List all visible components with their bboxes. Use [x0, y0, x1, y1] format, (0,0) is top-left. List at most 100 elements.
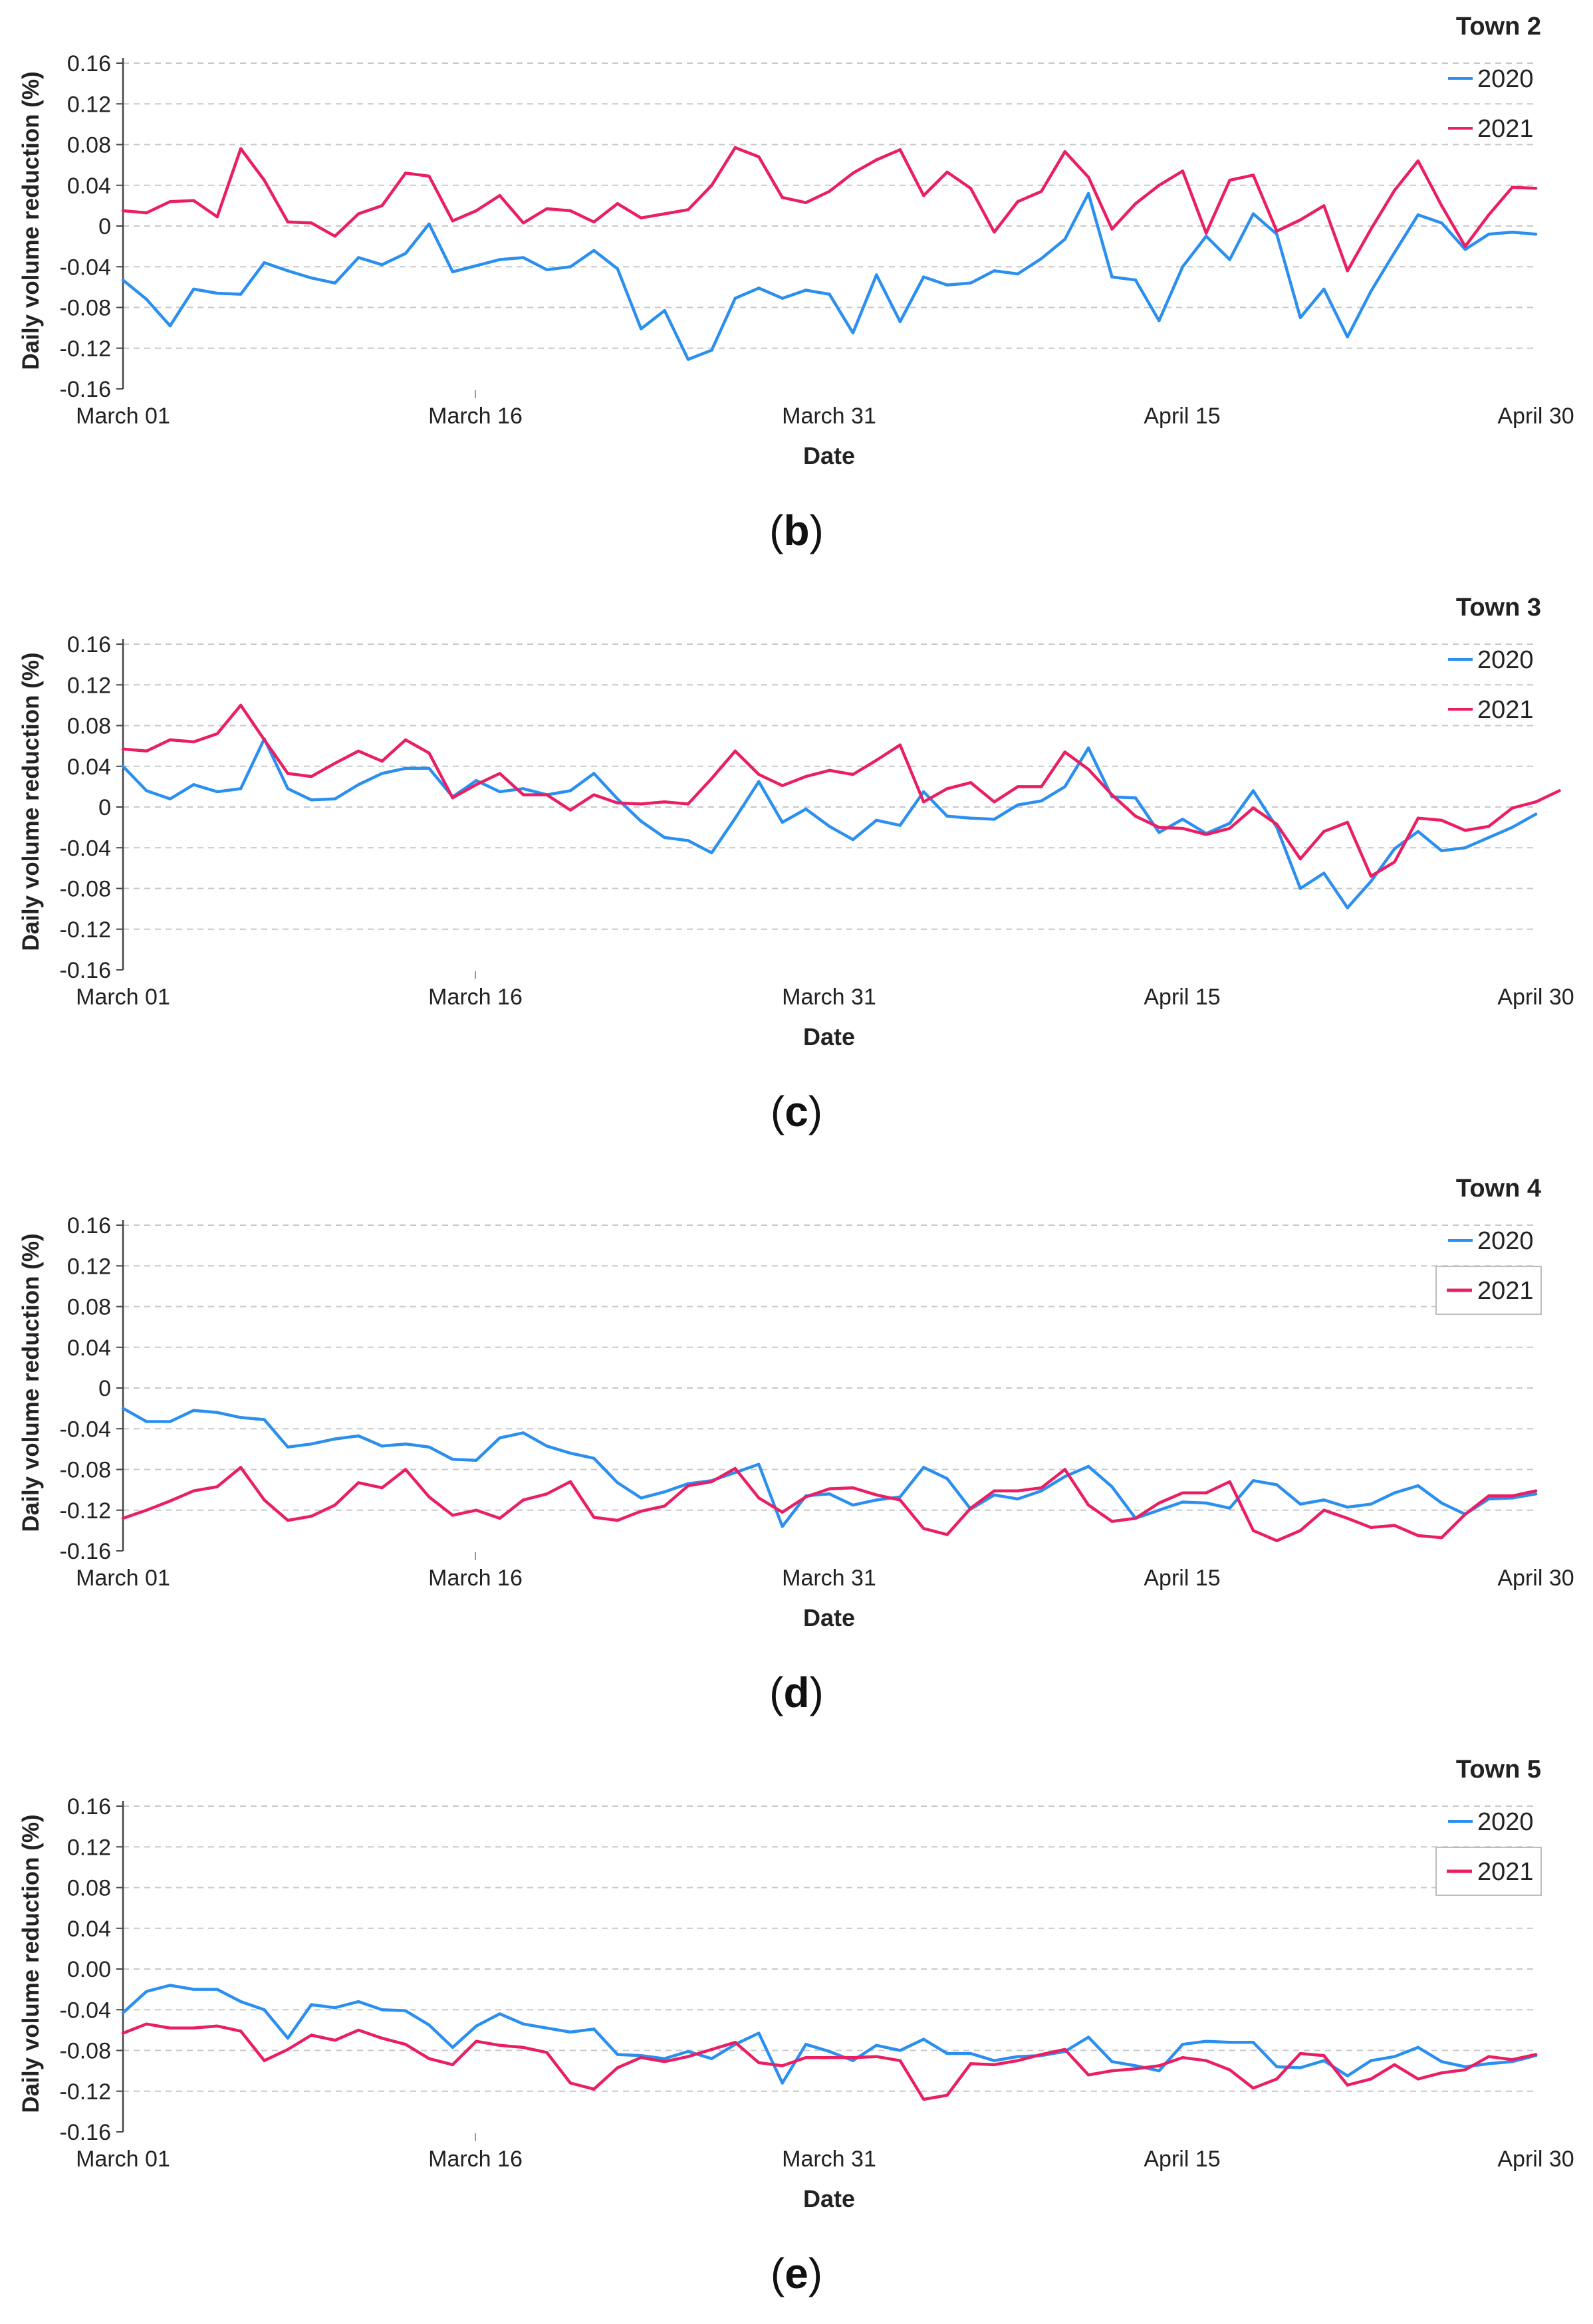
data-point	[380, 772, 384, 775]
data-point	[428, 766, 431, 770]
y-tick-label: 0.08	[67, 133, 111, 158]
x-tick-label: April 15	[1144, 1566, 1220, 1591]
data-point	[1086, 1464, 1090, 1468]
data-point	[781, 1525, 784, 1528]
data-point	[1322, 2059, 1326, 2062]
chart-panel-c: 0.160.120.080.040-0.04-0.08-0.12-0.16Mar…	[18, 594, 1574, 1135]
data-point	[404, 2009, 408, 2012]
data-point	[1251, 212, 1255, 215]
data-point	[568, 209, 572, 213]
data-point	[1393, 860, 1396, 864]
x-tick-label: March 31	[782, 1566, 876, 1591]
y-tick-label: 0.16	[67, 1794, 111, 1819]
x-tick-label: March 01	[76, 404, 170, 429]
data-point	[1416, 830, 1420, 833]
data-point	[1511, 806, 1514, 810]
data-point	[286, 220, 290, 224]
data-point	[828, 824, 831, 828]
data-point	[1440, 1536, 1443, 1540]
data-point	[1487, 2062, 1491, 2065]
data-point	[380, 759, 384, 763]
y-tick-label: -0.08	[60, 2039, 112, 2064]
data-point	[1534, 1489, 1538, 1492]
data-point	[357, 2000, 360, 2004]
data-point	[1063, 150, 1066, 154]
data-point	[710, 776, 713, 780]
y-tick-label: 0.08	[67, 1876, 111, 1901]
series-line-2021	[121, 703, 1561, 878]
data-point	[1158, 319, 1161, 322]
data-point	[428, 2024, 431, 2027]
y-tick-label: -0.08	[60, 877, 112, 902]
data-point	[1228, 1506, 1231, 1510]
data-point	[804, 774, 808, 778]
data-point	[1511, 1494, 1514, 1498]
data-point	[1134, 279, 1138, 282]
data-point	[568, 1451, 572, 1455]
data-point	[592, 1456, 596, 1460]
data-point	[1134, 2064, 1138, 2067]
data-point	[851, 772, 855, 776]
data-point	[993, 2063, 996, 2067]
data-point	[663, 212, 666, 215]
data-point	[1298, 2051, 1302, 2055]
data-point	[969, 2062, 973, 2065]
data-point	[1063, 237, 1066, 241]
data-point	[922, 193, 925, 197]
data-point	[757, 780, 761, 783]
data-point	[1063, 751, 1066, 754]
data-point	[993, 818, 996, 821]
data-point	[1110, 2069, 1114, 2073]
data-point	[145, 298, 148, 301]
data-point	[333, 2039, 336, 2042]
data-point	[428, 174, 431, 178]
data-point	[592, 2028, 596, 2031]
data-point	[145, 2022, 148, 2026]
data-point	[757, 2032, 761, 2035]
data-point	[804, 1495, 808, 1498]
series-points-2020	[121, 1984, 1538, 2085]
data-point	[592, 2087, 596, 2091]
data-point	[1016, 1489, 1020, 1492]
data-point	[804, 289, 808, 292]
data-point	[1134, 814, 1138, 818]
data-point	[1251, 2087, 1255, 2090]
data-point	[663, 1490, 666, 1494]
data-point	[404, 738, 408, 742]
y-tick-label: -0.16	[60, 2120, 112, 2145]
data-point	[1251, 2041, 1255, 2044]
data-point	[168, 738, 172, 742]
data-point	[1440, 221, 1443, 225]
data-point	[333, 1437, 336, 1441]
y-tick-label: -0.04	[60, 1998, 112, 2023]
x-tick-label: April 15	[1144, 2147, 1220, 2172]
data-point	[145, 1420, 148, 1423]
data-point	[640, 820, 643, 823]
data-point	[663, 2060, 666, 2063]
data-point	[310, 2034, 313, 2037]
x-axis-label: Date	[803, 2185, 855, 2212]
data-point	[192, 783, 195, 786]
data-point	[616, 1518, 619, 1522]
data-point	[1487, 233, 1491, 236]
data-point	[380, 1445, 384, 1448]
data-point	[945, 787, 949, 790]
legend-box-2021	[1435, 1847, 1542, 1896]
legend-label-2020: 2020	[1477, 1808, 1534, 1836]
data-point	[1110, 275, 1114, 279]
data-point	[1134, 796, 1138, 800]
y-tick-label: 0.12	[67, 1254, 111, 1279]
data-point	[1369, 874, 1373, 878]
data-point	[1251, 174, 1255, 177]
y-tick-label: 0.16	[67, 1213, 111, 1238]
data-point	[733, 296, 737, 300]
data-point	[851, 331, 855, 334]
chart-panel-d: 0.160.120.080.040-0.04-0.08-0.12-0.16Mar…	[18, 1175, 1574, 1716]
data-point	[286, 269, 290, 273]
x-tick-label: March 31	[782, 2147, 876, 2172]
data-point	[710, 1480, 713, 1484]
x-tick-label: March 31	[782, 985, 876, 1010]
y-tick-label: 0.12	[67, 673, 111, 698]
data-point	[640, 1510, 643, 1513]
data-point	[781, 195, 784, 199]
